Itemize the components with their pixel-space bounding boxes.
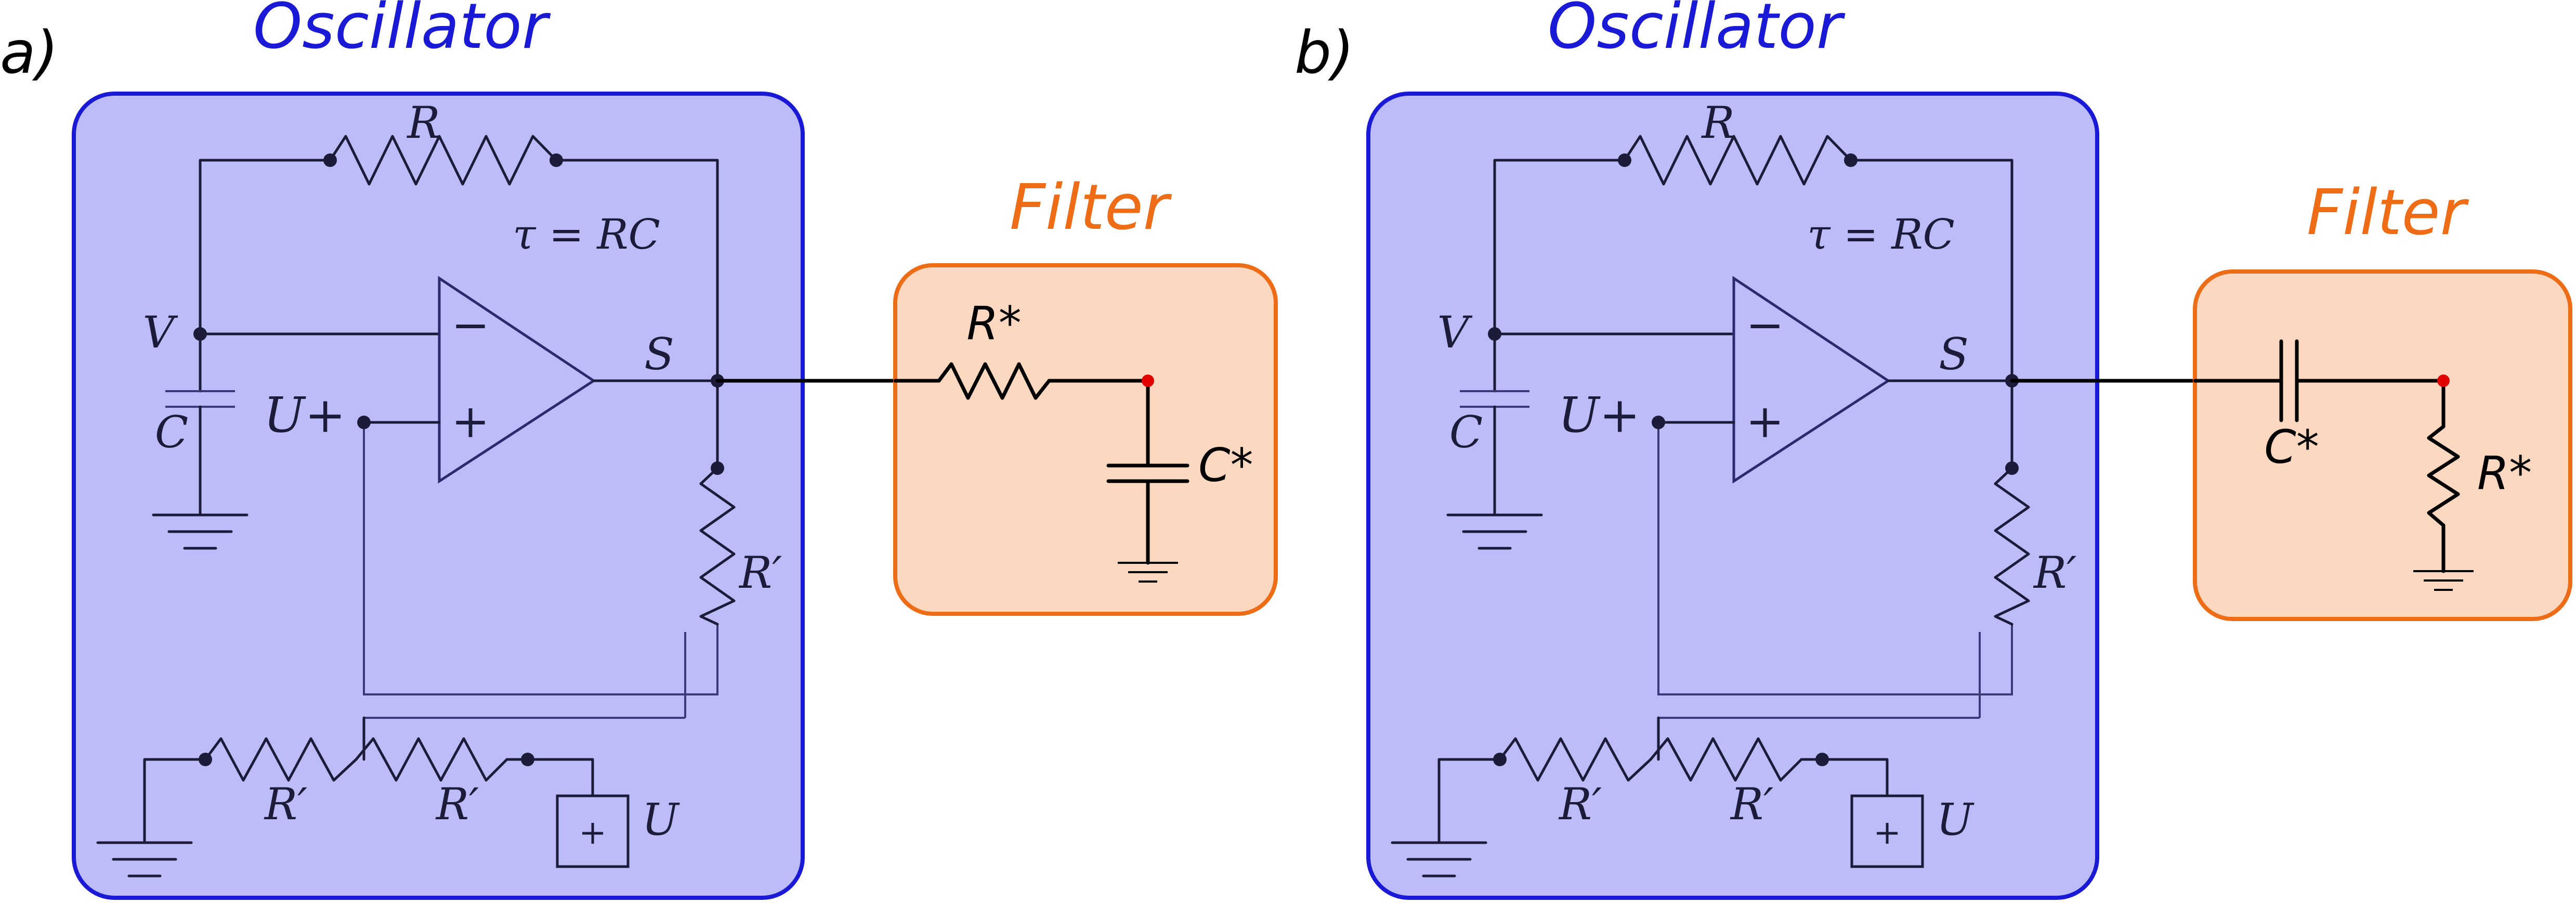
oscillator-box-b — [1366, 92, 2099, 900]
filter-title-b: Filter — [2307, 177, 2469, 249]
oscillator-circuit-a — [96, 135, 736, 878]
capacitor-c-label-a: C — [155, 407, 188, 458]
panel-b-label: b) — [1294, 19, 1354, 87]
oscillator-title-a: Oscillator — [253, 0, 551, 63]
oscillator-title-b: Oscillator — [1548, 0, 1846, 63]
divider-right-r-prime-label-a: R′ — [435, 779, 479, 830]
feedback-r-prime-label-a: R′ — [738, 547, 782, 598]
resistor-r-label-a: R — [406, 97, 440, 148]
oscillator-box-a — [72, 92, 805, 900]
divider-left-r-prime-label-b: R′ — [1558, 779, 1602, 830]
noninv-u-plus-label-b: U+ — [1558, 387, 1640, 444]
filter-series-label-a: R* — [966, 296, 1021, 350]
filter-box-b — [2193, 269, 2572, 621]
oscillator-circuit-b — [1391, 135, 2030, 878]
source-u-label-a: U — [642, 794, 681, 845]
panel-a-label: a) — [0, 19, 58, 87]
panel-b: b) Oscillator — [1294, 0, 2572, 900]
noninv-u-plus-label-a: U+ — [264, 387, 346, 444]
panel-a: a) Oscillator — [0, 0, 1278, 900]
opamp-plus-sign-a: + — [451, 394, 490, 448]
filter-box-a — [893, 263, 1278, 616]
feedback-r-prime-label-b: R′ — [2033, 547, 2076, 598]
divider-right-r-prime-label-b: R′ — [1730, 779, 1773, 830]
divider-left-r-prime-label-a: R′ — [264, 779, 307, 830]
opamp-minus-sign-a: − — [451, 298, 490, 352]
node-v-label-b: V — [1437, 307, 1473, 358]
source-plus-sign-b: + — [1873, 814, 1901, 852]
filter-series-label-b: C* — [2264, 420, 2319, 474]
filter-shunt-label-a: C* — [1198, 438, 1253, 492]
source-u-label-b: U — [1937, 794, 1975, 845]
output-s-label-b: S — [1939, 329, 1969, 380]
tau-label-b: τ = RC — [1807, 210, 1955, 259]
opamp-minus-sign-b: − — [1746, 298, 1784, 352]
tau-label-a: τ = RC — [513, 210, 660, 259]
resistor-r-label-b: R — [1701, 97, 1734, 148]
output-s-label-a: S — [644, 329, 674, 380]
capacitor-c-label-b: C — [1449, 407, 1483, 458]
filter-circuit-a — [893, 362, 1189, 583]
filter-circuit-b — [2193, 339, 2474, 591]
filter-shunt-label-b: R* — [2477, 446, 2532, 500]
opamp-plus-sign-b: + — [1746, 394, 1784, 448]
source-plus-sign-a: + — [579, 814, 607, 852]
node-v-label-a: V — [143, 307, 178, 358]
filter-title-a: Filter — [1010, 172, 1172, 244]
